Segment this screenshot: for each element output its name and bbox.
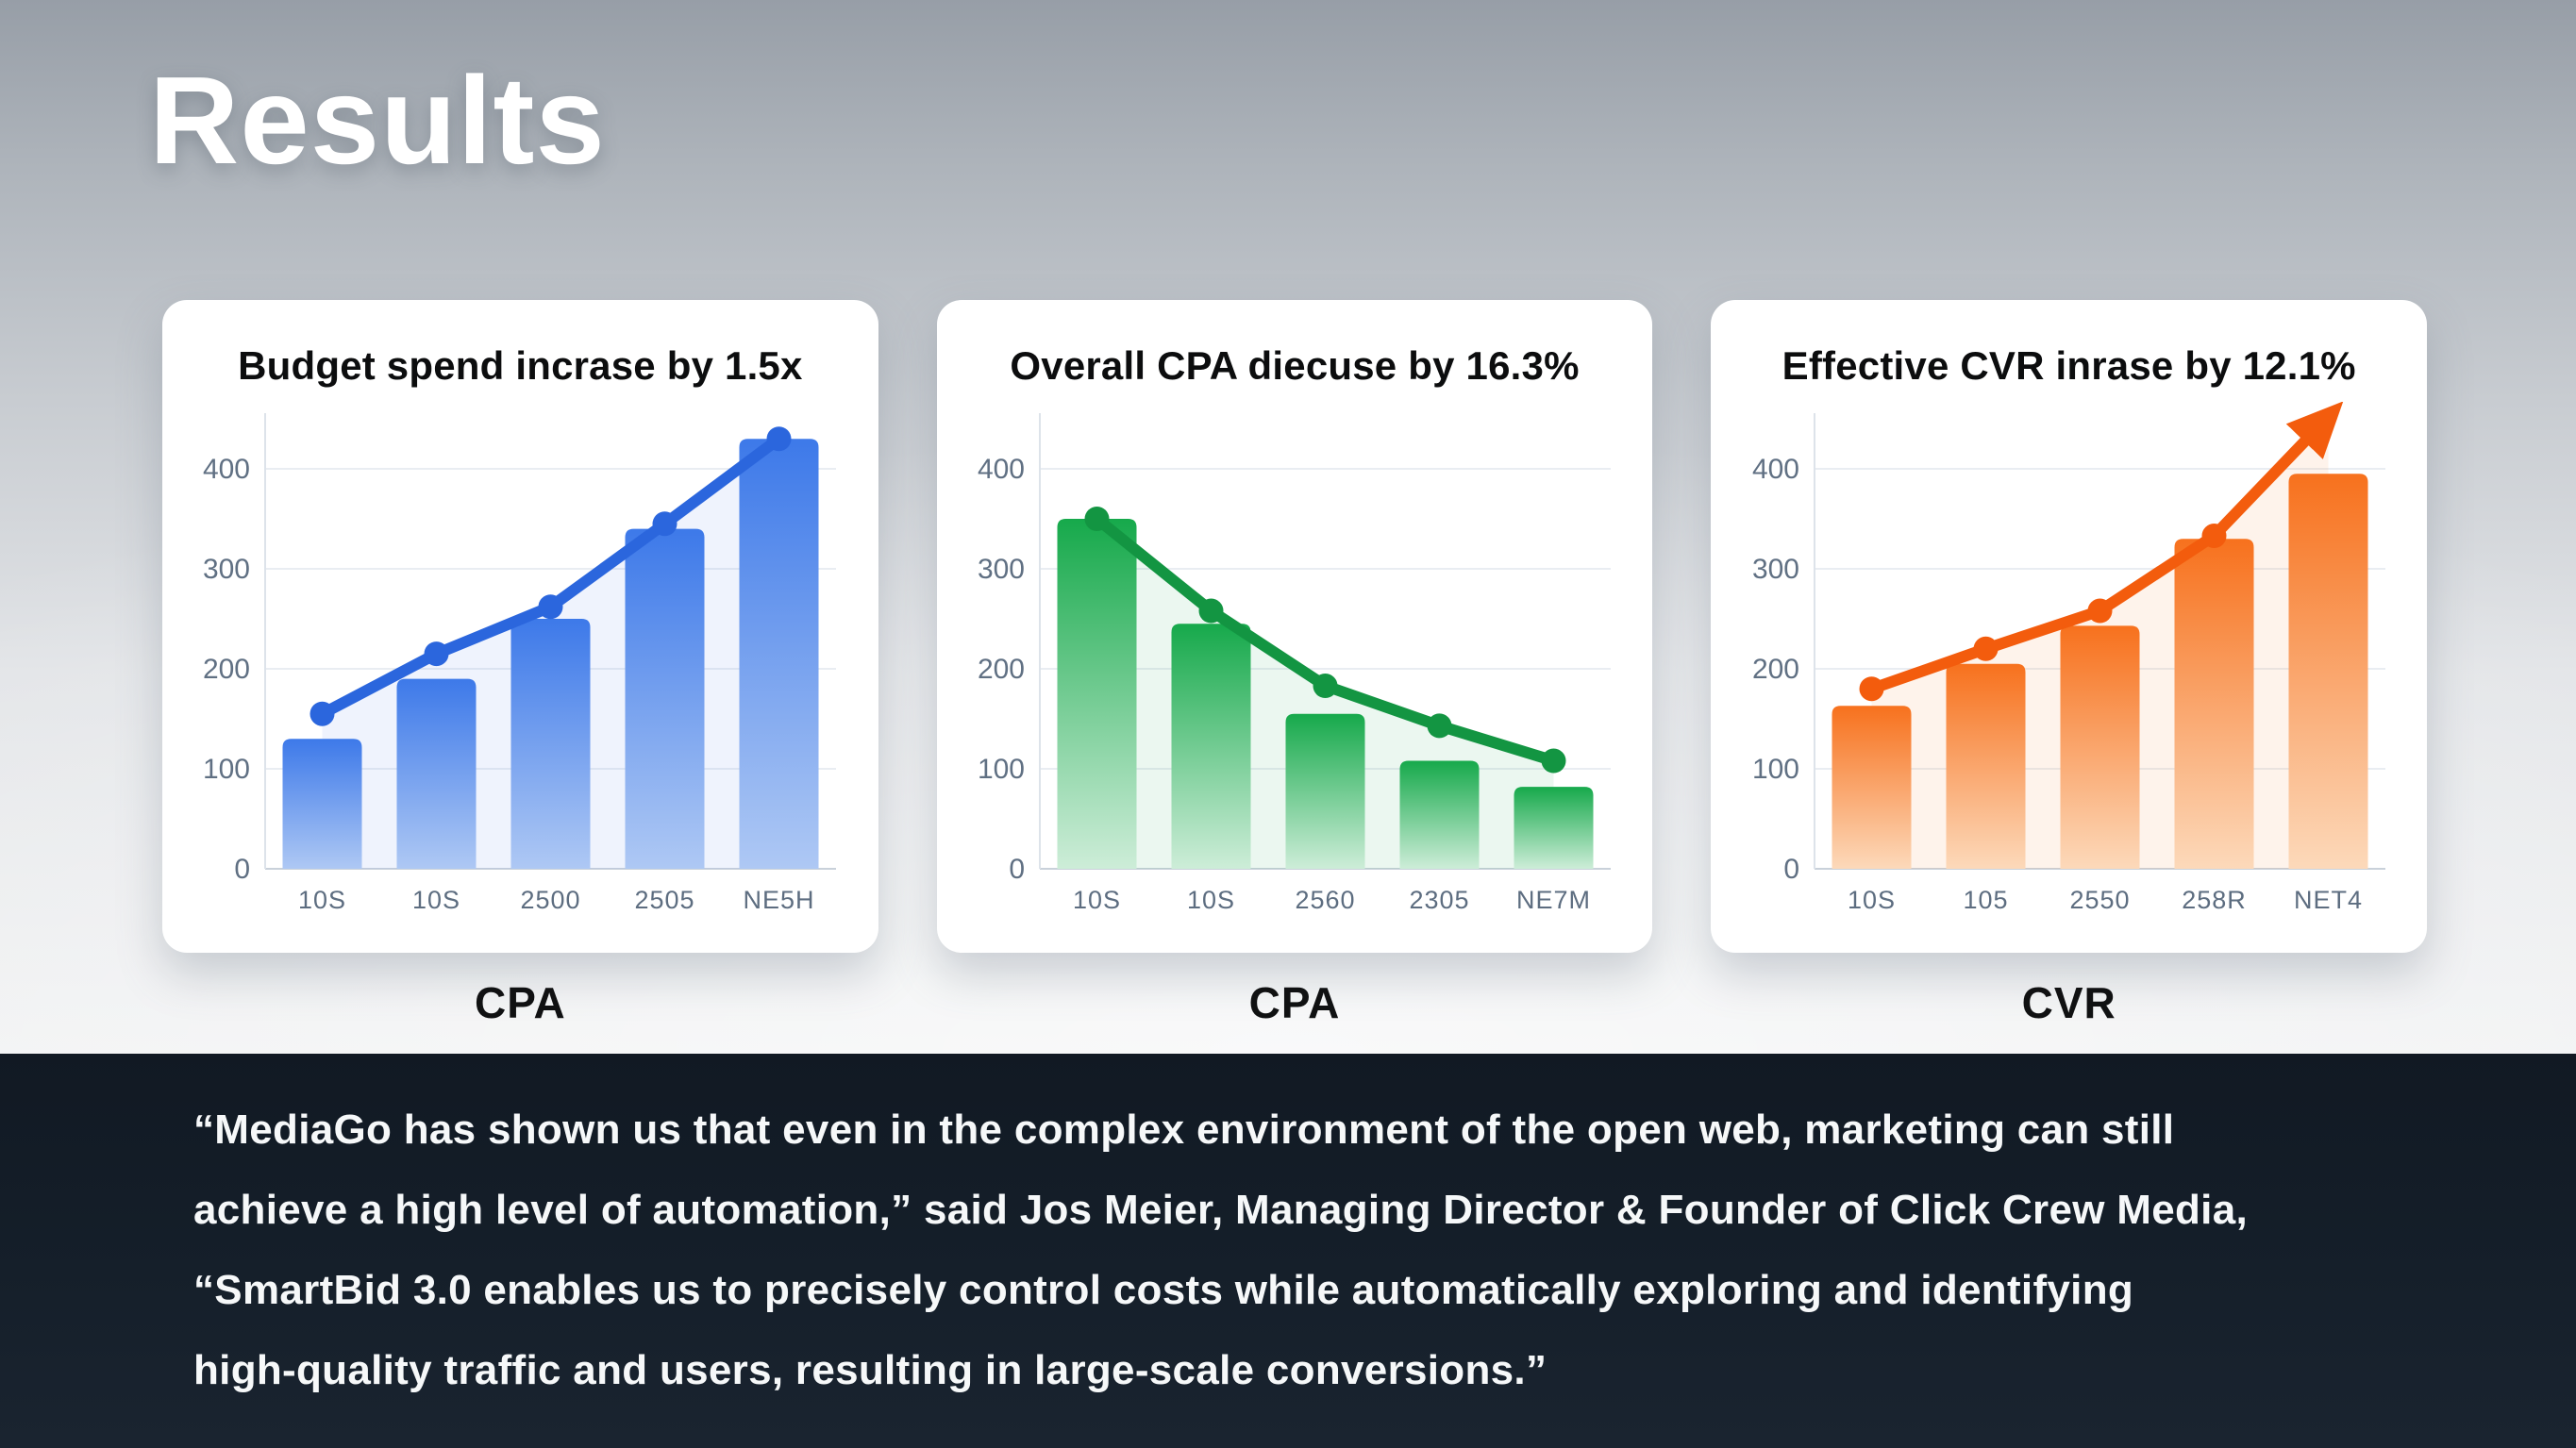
x-tick-label: 10S xyxy=(412,886,460,914)
bar xyxy=(510,619,591,869)
chart-card-budget-spend: Budget spend incrase by 1.5x 0 100 200 300 4… xyxy=(162,300,878,953)
x-axis-labels: 10S 10S 2500 2505 NE5H xyxy=(298,886,815,914)
y-tick-label: 400 xyxy=(203,454,250,485)
data-point-dot xyxy=(309,701,335,726)
x-tick-label: NET4 xyxy=(2294,886,2363,914)
y-tick-label: 100 xyxy=(978,754,1025,785)
x-tick-label: 2560 xyxy=(1295,886,1355,914)
trend-line xyxy=(1859,402,2344,702)
data-point-dot xyxy=(1541,748,1566,774)
data-point-dot xyxy=(1427,713,1452,739)
x-tick-label: 2550 xyxy=(2069,886,2130,914)
bar xyxy=(1057,519,1137,869)
y-tick-label: 300 xyxy=(978,554,1025,585)
x-axis-labels: 10S 105 2550 258R NET4 xyxy=(1848,886,2363,914)
data-point-dot xyxy=(2087,598,2113,624)
x-tick-label: 10S xyxy=(1073,886,1121,914)
chart-card-cvr: Effective CVR inrase by 12.1% 0 100 200 300… xyxy=(1711,300,2428,953)
cvr-bar-line-chart: 0 100 200 300 400 10S 105 2550 258R NET4 xyxy=(1752,402,2385,914)
chart-title: Budget spend incrase by 1.5x xyxy=(238,343,803,388)
y-tick-label: 0 xyxy=(1783,854,1799,885)
data-point-dot xyxy=(2201,524,2227,549)
bar xyxy=(282,739,362,869)
x-tick-label: 2505 xyxy=(635,886,695,914)
cpa-bar-line-chart: 0 100 200 300 400 10S 10S 2560 2305 NE7M xyxy=(978,413,1611,914)
bar xyxy=(2288,474,2368,869)
x-tick-label: 2305 xyxy=(1409,886,1469,914)
bar xyxy=(1285,713,1365,869)
data-point-dot xyxy=(1313,674,1338,699)
chart-title: Overall CPA diecuse by 16.3% xyxy=(1010,343,1580,388)
x-tick-label: 10S xyxy=(1848,886,1896,914)
bar xyxy=(739,439,819,869)
x-tick-label: 10S xyxy=(298,886,346,914)
chart-column-cpa: Overall CPA diecuse by 16.3% 0 100 200 300 4… xyxy=(936,300,1653,1028)
quote-line: high-quality traffic and users, resultin… xyxy=(193,1347,1547,1393)
x-tick-label: NE5H xyxy=(744,886,815,914)
bars xyxy=(1832,474,2368,869)
chart-column-budget-spend: Budget spend incrase by 1.5x 0 100 200 300 4… xyxy=(162,300,878,1028)
bars xyxy=(1057,519,1594,869)
y-axis-ticks: 0 100 200 300 400 xyxy=(203,454,250,885)
axis-metric-label: CPA xyxy=(1248,978,1341,1027)
bar xyxy=(1946,663,2026,869)
y-axis-ticks: 0 100 200 300 400 xyxy=(978,454,1025,885)
axis-metric-label: CPA xyxy=(474,978,566,1027)
trend-line xyxy=(1084,507,1566,774)
page-title: Results xyxy=(149,51,606,190)
x-tick-label: 105 xyxy=(1963,886,2008,914)
y-tick-label: 100 xyxy=(203,754,250,785)
data-point-dot xyxy=(766,426,792,452)
trend-line xyxy=(309,426,792,726)
data-point-dot xyxy=(1198,598,1224,624)
chart-title: Effective CVR inrase by 12.1% xyxy=(1781,343,2356,388)
data-point-dot xyxy=(1973,636,1999,661)
y-tick-label: 300 xyxy=(1752,554,1799,585)
data-point-dot xyxy=(538,594,563,620)
bar xyxy=(2174,539,2254,869)
data-point-dot xyxy=(424,641,449,667)
charts-row: Budget spend incrase by 1.5x 0 100 200 300 4… xyxy=(162,300,2428,1028)
y-tick-label: 400 xyxy=(1752,454,1799,485)
y-tick-label: 300 xyxy=(203,554,250,585)
x-tick-label: NE7M xyxy=(1516,886,1591,914)
data-point-dot xyxy=(652,511,677,537)
y-tick-label: 0 xyxy=(1009,854,1025,885)
budget-spend-bar-line-chart: 0 100 200 300 400 10S 10S 2500 2505 NE5H xyxy=(203,413,837,914)
bar xyxy=(1399,760,1480,869)
data-point-dot xyxy=(1859,676,1884,702)
y-tick-label: 200 xyxy=(1752,654,1799,685)
quote-line: “MediaGo has shown us that even in the c… xyxy=(193,1107,2175,1153)
slide-background: Results Budget spend incrase by 1.5x 0 10… xyxy=(0,0,2576,1054)
bars xyxy=(282,439,819,869)
quote-panel: “MediaGo has shown us that even in the c… xyxy=(0,1054,2576,1448)
quote-line: achieve a high level of automation,” sai… xyxy=(193,1187,2248,1233)
y-tick-label: 0 xyxy=(235,854,251,885)
chart-card-cpa: Overall CPA diecuse by 16.3% 0 100 200 300 4… xyxy=(936,300,1653,953)
x-axis-labels: 10S 10S 2560 2305 NE7M xyxy=(1073,886,1591,914)
x-tick-label: 2500 xyxy=(521,886,581,914)
y-tick-label: 200 xyxy=(203,654,250,685)
quote-line: “SmartBid 3.0 enables us to precisely co… xyxy=(193,1267,2134,1313)
data-point-dot xyxy=(1084,507,1110,531)
bar xyxy=(625,528,705,869)
bar xyxy=(2060,625,2140,869)
y-tick-label: 200 xyxy=(978,654,1025,685)
bar xyxy=(1514,787,1594,869)
x-tick-label: 10S xyxy=(1187,886,1235,914)
y-axis-ticks: 0 100 200 300 400 xyxy=(1752,454,1799,885)
testimonial-quote: “MediaGo has shown us that even in the c… xyxy=(193,1090,2401,1410)
x-tick-label: 258R xyxy=(2182,886,2247,914)
chart-column-cvr: Effective CVR inrase by 12.1% 0 100 200 300… xyxy=(1711,300,2428,1028)
bar xyxy=(1171,624,1251,869)
axis-metric-label: CVR xyxy=(2021,978,2116,1027)
bar xyxy=(1832,706,1912,869)
y-tick-label: 100 xyxy=(1752,754,1799,785)
bar xyxy=(396,678,477,869)
y-tick-label: 400 xyxy=(978,454,1025,485)
